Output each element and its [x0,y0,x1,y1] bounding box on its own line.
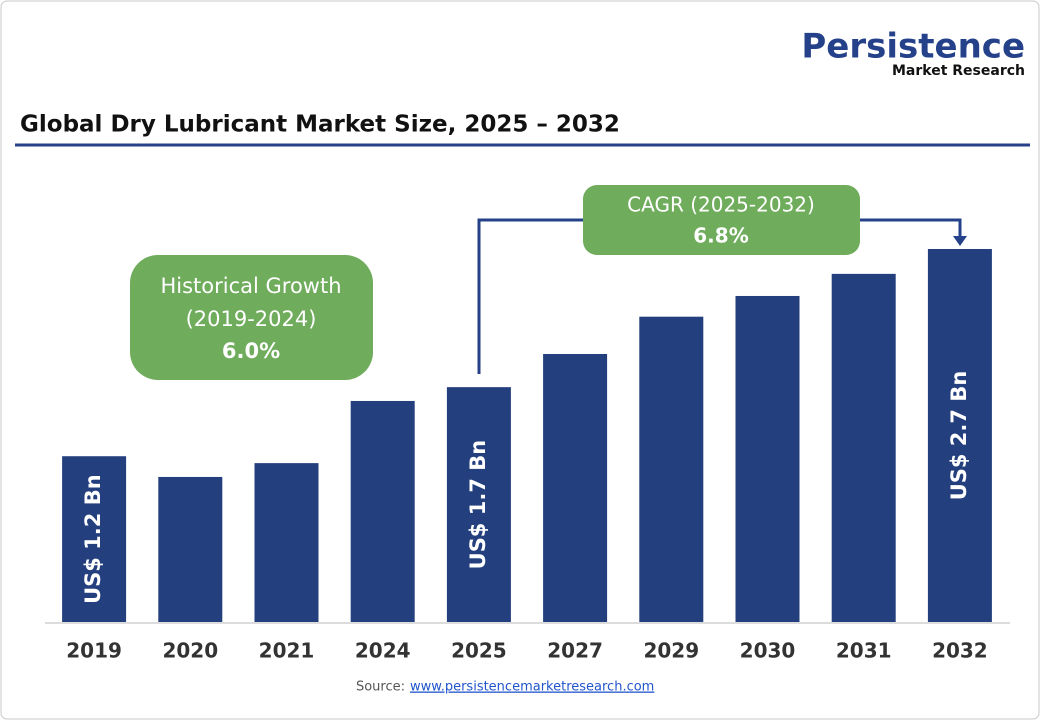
logo-name: Persistence [801,27,1025,67]
x-tick-label: 2025 [451,639,507,663]
value-label: US$ 2.7 Bn [947,371,971,501]
bar [158,476,223,622]
x-tick-label: 2031 [836,639,892,663]
bar [639,316,704,622]
x-tick-label: 2021 [259,639,315,663]
bar [831,273,896,622]
x-tick-label: 2029 [643,639,699,663]
annotation-box [130,255,373,380]
annotation-text: (2019-2024) [186,307,317,331]
bar [735,295,800,622]
bar [62,456,127,622]
chart-title: Global Dry Lubricant Market Size, 2025 –… [20,112,620,138]
value-label: US$ 1.2 Bn [81,474,105,604]
annotation-value: 6.0% [222,339,280,363]
x-tick-label: 2032 [932,639,988,663]
arrow-head [953,236,967,246]
source-label: Source: [356,680,405,695]
bar [927,249,992,622]
bar [446,387,511,622]
x-tick-label: 2027 [547,639,603,663]
annotation-text: Historical Growth [160,274,341,298]
value-label: US$ 1.7 Bn [466,440,490,570]
annotation-text: CAGR (2025-2032) [627,193,815,217]
annotation-value: 6.8% [693,224,748,248]
logo-tagline: Market Research [892,63,1025,79]
source-link[interactable]: www.persistencemarketresearch.com [410,680,654,695]
bar [543,353,608,622]
bar [254,463,319,622]
bar [350,400,415,622]
x-tick-label: 2024 [355,639,411,663]
x-tick-label: 2020 [162,639,218,663]
x-tick-label: 2019 [66,639,122,663]
annotation-box [583,185,860,255]
x-tick-label: 2030 [740,639,796,663]
